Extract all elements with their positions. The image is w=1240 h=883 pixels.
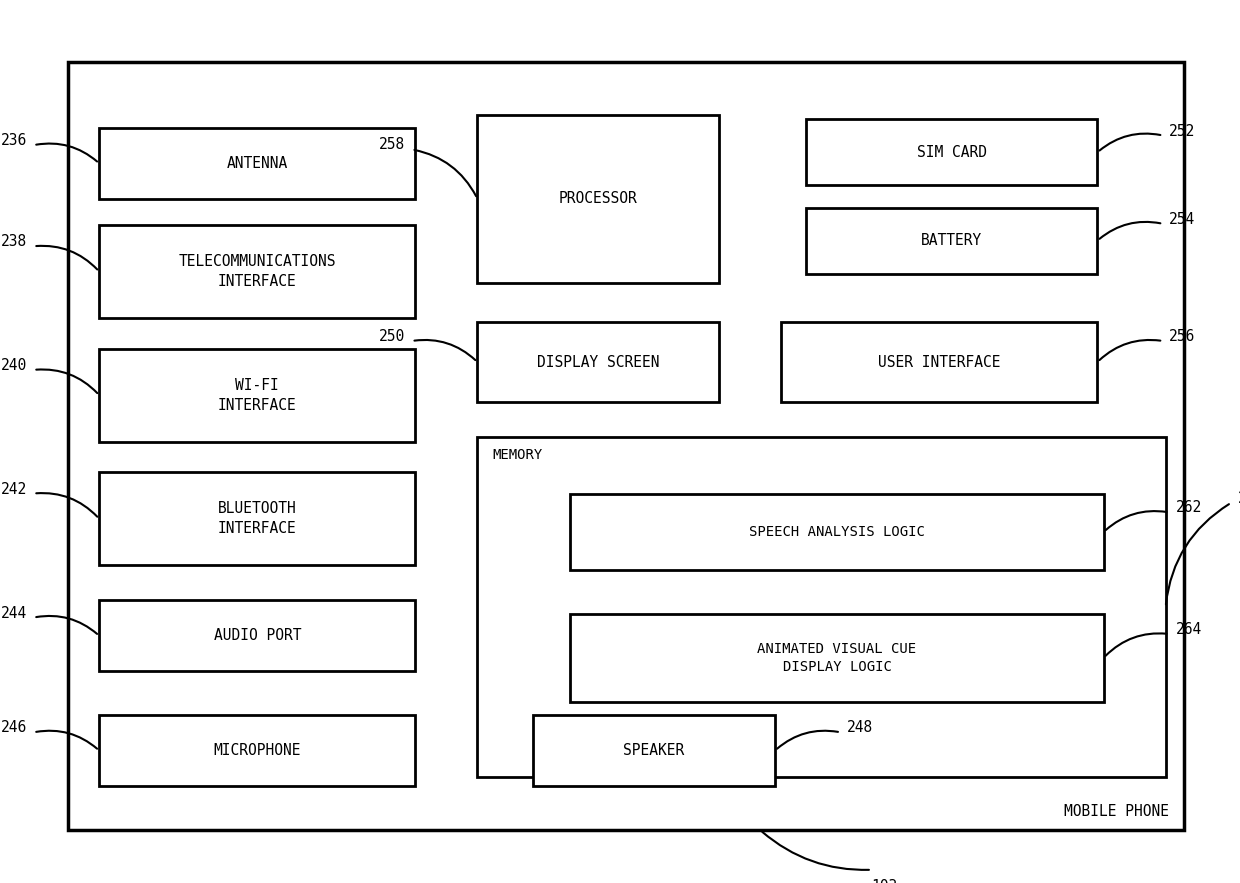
Text: 240: 240 — [1, 358, 27, 373]
Bar — [570, 614, 1104, 702]
Text: 260: 260 — [1238, 491, 1240, 506]
Text: BLUETOOTH
INTERFACE: BLUETOOTH INTERFACE — [218, 502, 296, 536]
Text: USER INTERFACE: USER INTERFACE — [878, 355, 1001, 369]
Text: DISPLAY SCREEN: DISPLAY SCREEN — [537, 355, 660, 369]
Text: MOBILE PHONE: MOBILE PHONE — [1064, 804, 1169, 819]
Bar — [806, 119, 1097, 185]
Bar — [68, 62, 1184, 830]
Text: 248: 248 — [847, 721, 873, 736]
Bar — [781, 322, 1097, 402]
Text: 242: 242 — [1, 481, 27, 496]
Text: 250: 250 — [379, 329, 405, 344]
Text: SPEECH ANALYSIS LOGIC: SPEECH ANALYSIS LOGIC — [749, 525, 925, 539]
Text: 256: 256 — [1169, 329, 1195, 344]
Text: 238: 238 — [1, 234, 27, 249]
Text: AUDIO PORT: AUDIO PORT — [213, 629, 301, 643]
Bar — [99, 715, 415, 786]
Bar — [99, 600, 415, 671]
Text: 236: 236 — [1, 133, 27, 148]
Bar — [806, 208, 1097, 274]
Bar — [477, 437, 1166, 777]
Bar — [533, 715, 775, 786]
Bar — [570, 494, 1104, 570]
Text: MEMORY: MEMORY — [492, 448, 543, 462]
Bar — [477, 115, 719, 283]
Text: 258: 258 — [379, 138, 405, 153]
Bar — [99, 472, 415, 565]
Text: ANIMATED VISUAL CUE
DISPLAY LOGIC: ANIMATED VISUAL CUE DISPLAY LOGIC — [758, 642, 916, 674]
Text: 244: 244 — [1, 606, 27, 621]
Bar — [477, 322, 719, 402]
Bar — [99, 128, 415, 199]
Text: 264: 264 — [1176, 623, 1202, 637]
Text: 252: 252 — [1169, 124, 1195, 139]
Text: TELECOMMUNICATIONS
INTERFACE: TELECOMMUNICATIONS INTERFACE — [179, 254, 336, 289]
Text: SIM CARD: SIM CARD — [916, 145, 987, 160]
Text: ANTENNA: ANTENNA — [227, 156, 288, 170]
Text: MICROPHONE: MICROPHONE — [213, 743, 301, 758]
Text: PROCESSOR: PROCESSOR — [559, 192, 637, 206]
Bar — [99, 225, 415, 318]
Text: 246: 246 — [1, 721, 27, 736]
Text: BATTERY: BATTERY — [921, 233, 982, 248]
Text: SPEAKER: SPEAKER — [624, 743, 684, 758]
Bar — [99, 349, 415, 442]
Text: 103: 103 — [870, 879, 898, 883]
Text: 254: 254 — [1169, 212, 1195, 227]
Text: 262: 262 — [1176, 501, 1202, 516]
Text: WI-FI
INTERFACE: WI-FI INTERFACE — [218, 378, 296, 412]
